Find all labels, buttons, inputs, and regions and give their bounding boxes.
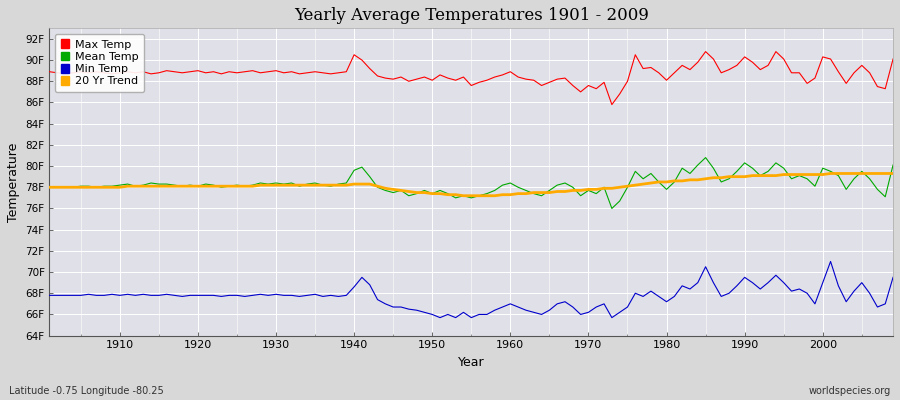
Legend: Max Temp, Mean Temp, Min Temp, 20 Yr Trend: Max Temp, Mean Temp, Min Temp, 20 Yr Tre… — [55, 34, 144, 92]
Text: worldspecies.org: worldspecies.org — [809, 386, 891, 396]
Title: Yearly Average Temperatures 1901 - 2009: Yearly Average Temperatures 1901 - 2009 — [293, 7, 649, 24]
Y-axis label: Temperature: Temperature — [7, 142, 20, 222]
X-axis label: Year: Year — [458, 356, 484, 369]
Text: Latitude -0.75 Longitude -80.25: Latitude -0.75 Longitude -80.25 — [9, 386, 164, 396]
